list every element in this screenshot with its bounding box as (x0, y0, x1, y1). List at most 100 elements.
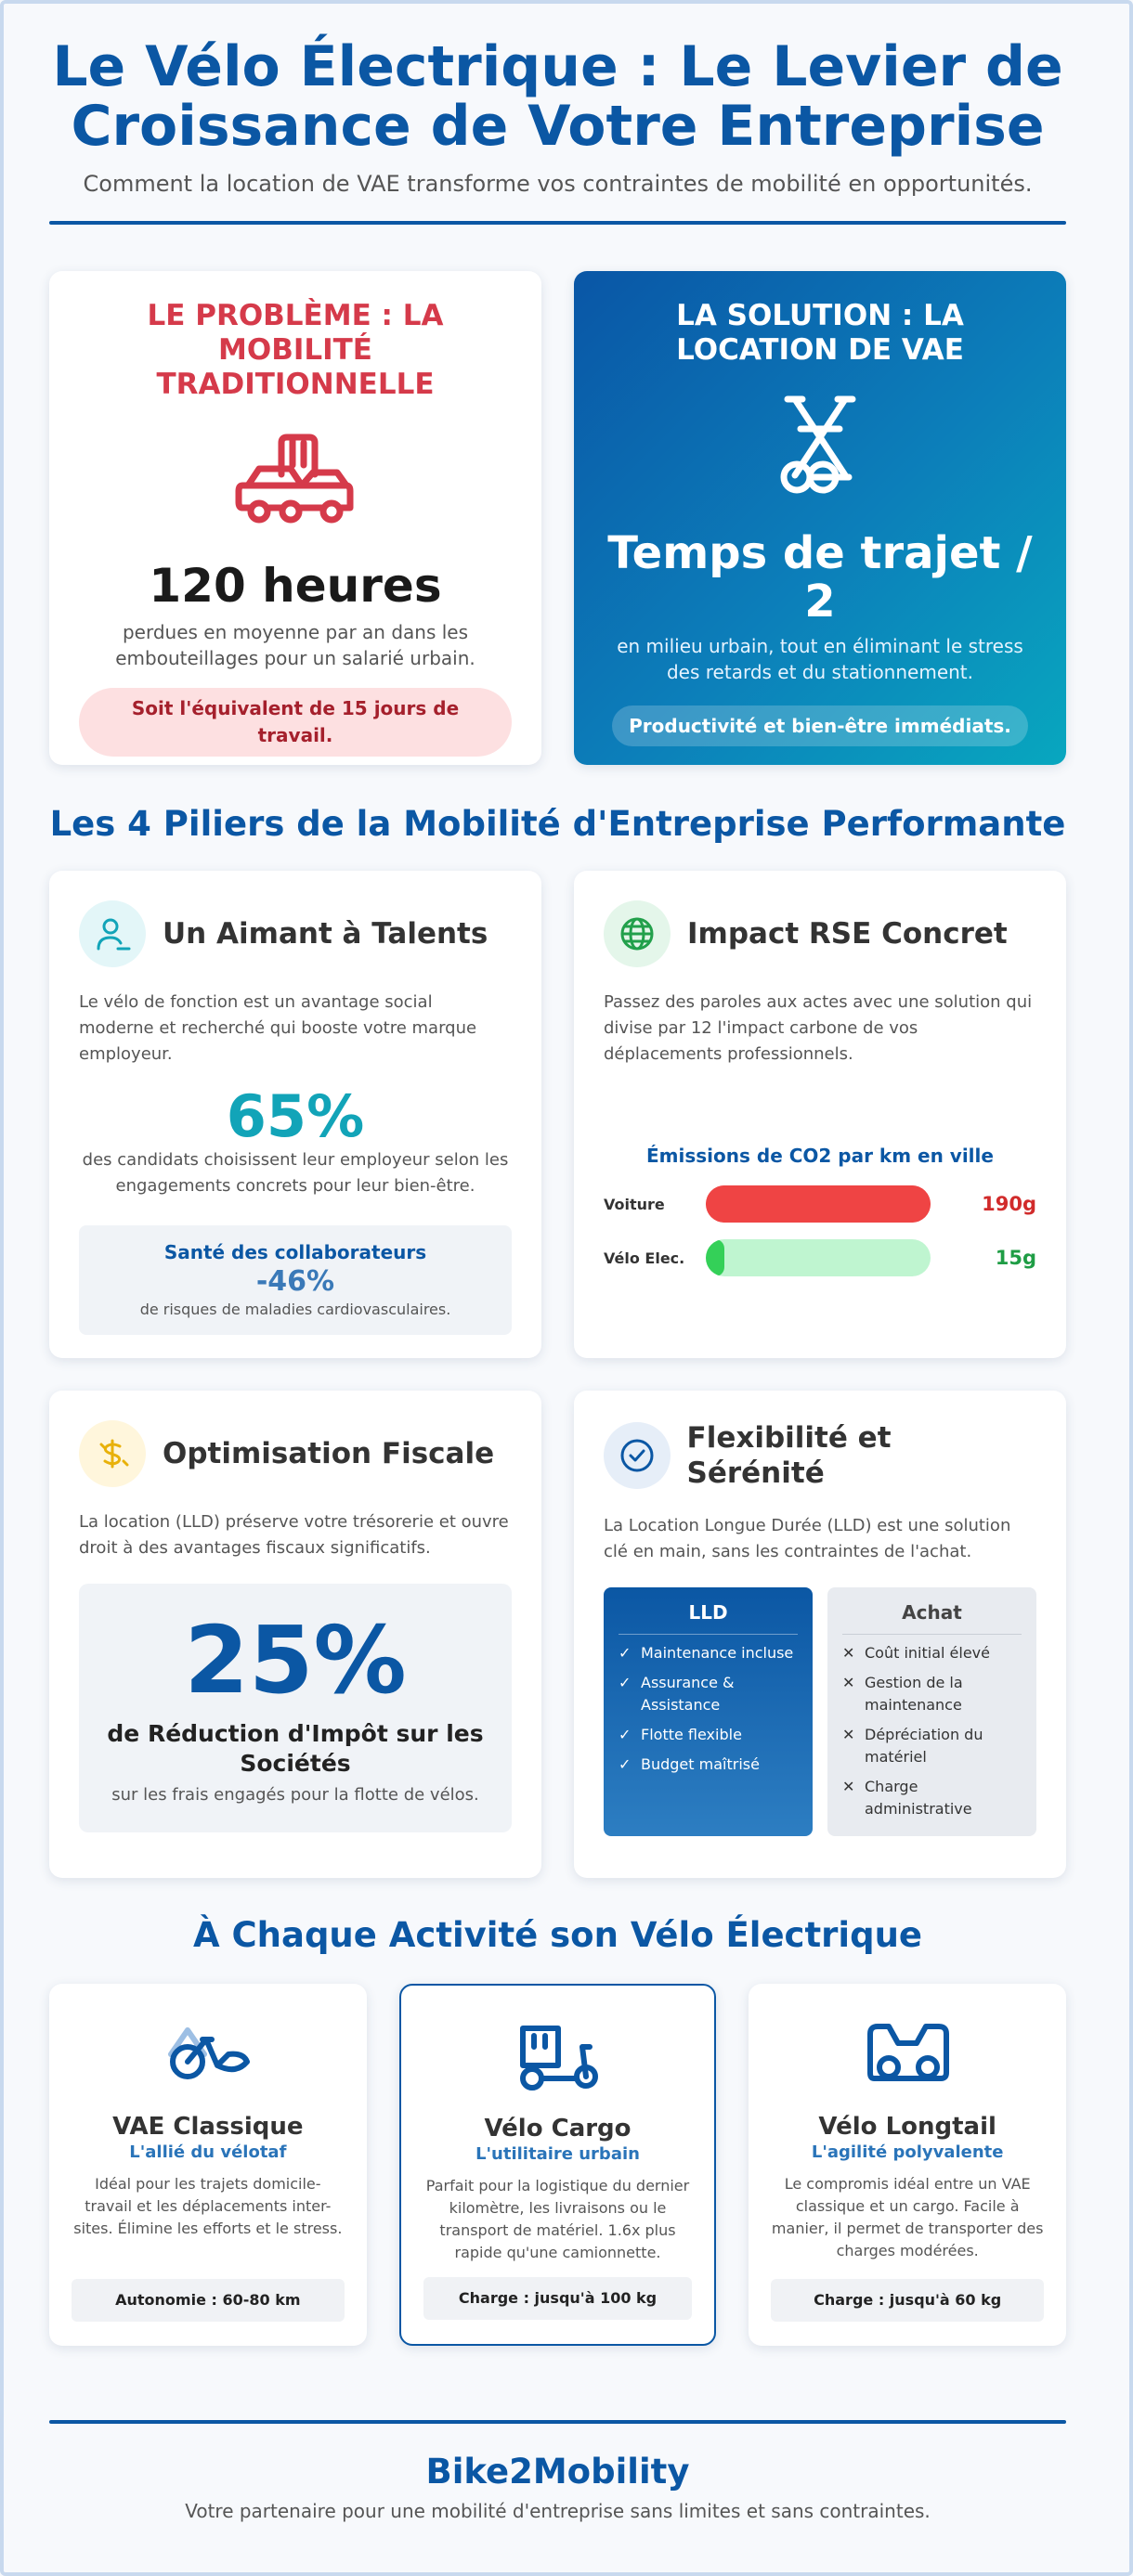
problem-stat: 120 heures (149, 559, 442, 613)
list-item: ✓ Maintenance incluse (619, 1642, 798, 1664)
bike-spec: Charge : jusqu'à 60 kg (771, 2279, 1045, 2322)
car-traffic-icon (235, 430, 356, 532)
list-item: ✓ Assurance & Assistance (619, 1672, 798, 1716)
lld-title: LLD (619, 1600, 798, 1635)
co2-label-car: Voiture (604, 1195, 665, 1213)
solution-text: en milieu urbain, tout en éliminant le s… (617, 635, 1023, 683)
achat-item: Dépréciation du matériel (865, 1726, 983, 1766)
check-icon: ✓ (619, 1674, 632, 1691)
bike-desc: Idéal pour les trajets domicile-travail … (73, 2175, 343, 2237)
bike-tag: L'agilité polyvalente (811, 2142, 1004, 2162)
pillar-fiscal-desc: La location (LLD) préserve votre trésore… (79, 1512, 509, 1558)
lld-item: Budget maîtrisé (641, 1755, 760, 1773)
achat-item: Coût initial élevé (865, 1644, 990, 1662)
infographic: Le Vélo Électrique : Le Levier de Croiss… (49, 0, 1067, 2524)
pillar-fiscal: Optimisation Fiscale La location (LLD) p… (49, 1391, 541, 1878)
co2-chart: Émissions de CO2 par km en ville Voiture… (604, 1143, 1036, 1276)
co2-track-car (706, 1185, 931, 1223)
achat-item: Gestion de la maintenance (865, 1674, 963, 1714)
lld-column: LLD ✓ Maintenance incluse ✓ Assurance & As… (604, 1587, 813, 1836)
lld-vs-achat: LLD ✓ Maintenance incluse ✓ Assurance & As… (604, 1587, 1036, 1836)
bike-name: VAE Classique (112, 2113, 304, 2141)
achat-list: ✕ Coût initial élevé ✕ Gestion de la maint… (842, 1642, 1022, 1820)
bike-name: Vélo Cargo (484, 2115, 632, 2142)
fiscal-box: 25% de Réduction d'Impôt sur les Société… (79, 1584, 512, 1832)
pillar-flex: Flexibilité et Sérénité La Location Long… (574, 1391, 1066, 1878)
check-icon: ✓ (619, 1644, 632, 1662)
list-item: ✓ Flotte flexible (619, 1724, 798, 1746)
pillar-fiscal-title: Optimisation Fiscale (163, 1437, 495, 1470)
pillar-rse: Impact RSE Concret Passez des paroles au… (574, 871, 1066, 1358)
pillar-talents: Un Aimant à Talents Le vélo de fonction … (49, 871, 541, 1358)
page-title: Le Vélo Électrique : Le Levier de Croiss… (52, 34, 1063, 159)
cross-icon: ✕ (842, 1674, 855, 1691)
pillar-flex-desc: La Location Longue Durée (LLD) est une s… (604, 1516, 1011, 1561)
check-circle-icon (604, 1422, 671, 1489)
page-subtitle: Comment la location de VAE transforme vo… (83, 171, 1033, 197)
pillar-talents-header: Un Aimant à Talents (79, 900, 512, 967)
cargo-bike-icon (512, 2019, 605, 2093)
bike-card-classique: VAE Classique L'allié du vélotaf Idéal p… (49, 1984, 367, 2346)
pillar-flex-title: Flexibilité et Sérénité (686, 1421, 892, 1490)
solution-highlight: Productivité et bien-être immédiats. (612, 705, 1028, 746)
check-icon: ✓ (619, 1726, 632, 1743)
solution-card: LA SOLUTION : LA LOCATION DE VAE Temps d… (574, 271, 1066, 765)
bike-spec: Charge : jusqu'à 100 kg (423, 2277, 693, 2320)
problem-text: perdues en moyenne par an dans les embou… (115, 621, 475, 669)
solution-heading: LA SOLUTION : LA LOCATION DE VAE (676, 299, 964, 367)
bike-desc: Le compromis idéal entre un VAE classiqu… (771, 2175, 1044, 2259)
fiscal-stat: 25% (184, 1606, 407, 1715)
co2-row-car: Voiture 190g (604, 1185, 1036, 1223)
achat-item: Charge administrative (865, 1778, 972, 1818)
pillar-flex-header: Flexibilité et Sérénité (604, 1420, 1036, 1491)
bike-spec: Autonomie : 60-80 km (72, 2279, 345, 2322)
health-sub: de risques de maladies cardiovasculaires… (139, 1301, 451, 1318)
pillar-rse-header: Impact RSE Concret (604, 900, 1036, 967)
bike-card-cargo: Vélo Cargo L'utilitaire urbain Parfait p… (398, 1984, 717, 2346)
co2-bar-ebike (706, 1239, 724, 1276)
co2-value-car: 190g (982, 1193, 1036, 1215)
lld-list: ✓ Maintenance incluse ✓ Assurance & Assist… (619, 1642, 798, 1776)
co2-bar-car (706, 1185, 931, 1223)
list-item: ✕ Coût initial élevé (842, 1642, 1022, 1664)
pillars-grid: Un Aimant à Talents Le vélo de fonction … (49, 871, 1066, 1878)
bike-desc: Parfait pour la logistique du dernier ki… (425, 2177, 690, 2261)
health-title: Santé des collaborateurs (163, 1241, 427, 1263)
longtail-bike-icon (861, 2017, 954, 2091)
footer-divider (49, 2420, 1066, 2424)
bike-name: Vélo Longtail (818, 2113, 996, 2141)
bicycle-icon (760, 395, 880, 498)
header-divider (49, 221, 1066, 225)
pillars-title: Les 4 Piliers de la Mobilité d'Entrepris… (49, 804, 1066, 844)
health-box: Santé des collaborateurs -46% de risques… (79, 1225, 512, 1335)
bike-tag: L'allié du vélotaf (129, 2142, 287, 2162)
pillar-talents-title: Un Aimant à Talents (163, 917, 488, 951)
health-value: -46% (255, 1265, 335, 1298)
problem-heading: LE PROBLÈME : LA MOBILITÉ TRADITIONNELLE (147, 299, 444, 401)
co2-value-ebike: 15g (995, 1247, 1036, 1269)
list-item: ✓ Budget maîtrisé (619, 1754, 798, 1776)
footer-brand: Bike2Mobility (425, 2452, 690, 2492)
bikes-row: VAE Classique L'allié du vélotaf Idéal p… (49, 1984, 1067, 2346)
problem-highlight: Soit l'équivalent de 15 jours de travail… (79, 688, 512, 757)
bike-tag: L'utilitaire urbain (475, 2144, 640, 2164)
globe-icon (604, 900, 671, 967)
talents-stat-text: des candidats choisissent leur employeur… (82, 1150, 509, 1196)
pillar-talents-desc: Le vélo de fonction est un avantage soci… (79, 992, 477, 1064)
lld-item: Assurance & Assistance (641, 1674, 735, 1714)
problem-solution-row: LE PROBLÈME : LA MOBILITÉ TRADITIONNELLE… (49, 271, 1066, 765)
cross-icon: ✕ (842, 1644, 855, 1662)
cross-icon: ✕ (842, 1778, 855, 1795)
talents-stat: 65% (226, 1082, 365, 1150)
achat-column: Achat ✕ Coût initial élevé ✕ Gestion de la… (827, 1587, 1036, 1836)
pillar-rse-title: Impact RSE Concret (687, 917, 1008, 951)
co2-label-ebike: Vélo Elec. (604, 1249, 685, 1267)
problem-card: LE PROBLÈME : LA MOBILITÉ TRADITIONNELLE… (49, 271, 541, 765)
solution-stat: Temps de trajet / 2 (607, 527, 1033, 628)
check-icon: ✓ (619, 1755, 632, 1773)
pillar-fiscal-header: Optimisation Fiscale (79, 1420, 512, 1487)
co2-chart-title: Émissions de CO2 par km en ville (646, 1145, 994, 1167)
lld-item: Maintenance incluse (641, 1644, 794, 1662)
cross-icon: ✕ (842, 1726, 855, 1743)
achat-title: Achat (842, 1600, 1022, 1635)
